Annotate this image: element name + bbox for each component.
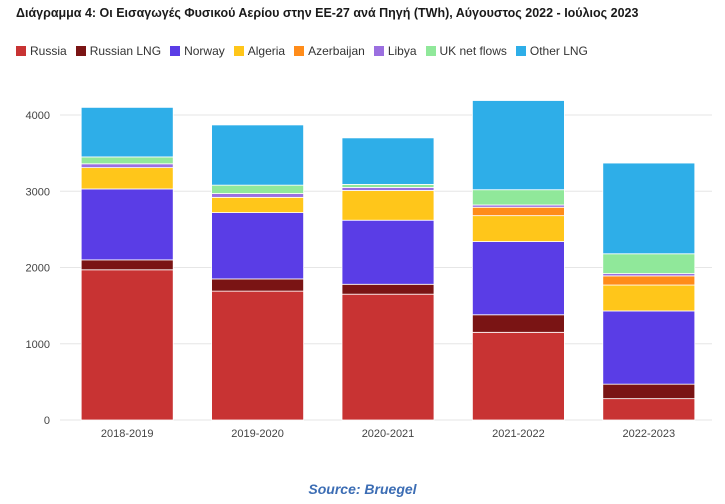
legend-item: Other LNG bbox=[515, 44, 588, 58]
legend-item: Norway bbox=[170, 44, 225, 58]
bar-segment bbox=[471, 331, 565, 421]
legend-label: Other LNG bbox=[529, 44, 588, 58]
bar-segment bbox=[602, 383, 696, 400]
legend-label: Azerbaijan bbox=[308, 44, 365, 58]
chart-legend: Russia Russian LNG Norway Algeria Azerbaijan… bbox=[16, 44, 716, 58]
bar-segment bbox=[471, 314, 565, 333]
y-tick-label: 4000 bbox=[26, 110, 50, 122]
bar-segment bbox=[602, 284, 696, 312]
bar-segment bbox=[80, 167, 174, 190]
bar-segment bbox=[341, 283, 435, 295]
x-tick-label: 2018-2019 bbox=[101, 428, 154, 440]
bar-segment bbox=[341, 187, 435, 191]
stacked-bar-chart: 0 1000 2000 3000 4000 2018-2019 2019-2020 2020-… bbox=[26, 100, 712, 440]
legend-swatch bbox=[233, 46, 244, 56]
bar-segment bbox=[80, 106, 174, 158]
legend-label: Libya bbox=[387, 44, 417, 58]
legend-label: Algeria bbox=[247, 44, 286, 58]
bar-segment bbox=[341, 219, 435, 285]
y-tick-label: 1000 bbox=[26, 339, 50, 351]
legend-item: UK net flows bbox=[425, 44, 507, 58]
legend-item: Russia bbox=[16, 44, 67, 58]
legend-item: Russian LNG bbox=[75, 44, 162, 58]
legend-swatch bbox=[515, 46, 526, 56]
bar-segment bbox=[341, 293, 435, 421]
bar-segment bbox=[471, 189, 565, 206]
bar-segment bbox=[80, 156, 174, 165]
bar-segment bbox=[602, 253, 696, 274]
legend-item: Azerbaijan bbox=[294, 44, 365, 58]
legend-swatch bbox=[373, 46, 384, 56]
bar-segment bbox=[80, 163, 174, 169]
x-tick-label: 2021-2022 bbox=[492, 428, 545, 440]
legend-swatch bbox=[294, 46, 305, 56]
bar-segment bbox=[341, 190, 435, 221]
bar-segment bbox=[211, 184, 305, 194]
bar-segment bbox=[471, 206, 565, 217]
legend-label: UK net flows bbox=[439, 44, 507, 58]
bar-segment bbox=[471, 215, 565, 242]
bar-segment bbox=[211, 212, 305, 280]
y-tick-label: 3000 bbox=[26, 186, 50, 198]
legend-swatch bbox=[425, 46, 436, 56]
bar-segment bbox=[602, 162, 696, 255]
chart-title: Διάγραμμα 4: Οι Εισαγωγές Φυσικού Αερίου… bbox=[16, 6, 639, 20]
y-tick-label: 2000 bbox=[26, 263, 50, 275]
bar-segment bbox=[602, 398, 696, 421]
x-tick-label: 2022-2023 bbox=[622, 428, 675, 440]
legend-item: Libya bbox=[373, 44, 417, 58]
bar-segment bbox=[80, 188, 174, 261]
x-tick-label: 2019-2020 bbox=[231, 428, 284, 440]
legend-item: Algeria bbox=[233, 44, 286, 58]
source-note: Source: Bruegel bbox=[308, 481, 417, 497]
x-tick-label: 2020-2021 bbox=[362, 428, 415, 440]
bar-segment bbox=[211, 124, 305, 186]
legend-label: Norway bbox=[184, 44, 225, 58]
bar-segment bbox=[341, 137, 435, 185]
bar-segment bbox=[471, 100, 565, 191]
legend-swatch bbox=[75, 46, 86, 56]
bar-segment bbox=[471, 241, 565, 316]
bar-segment bbox=[211, 193, 305, 198]
bar-segment bbox=[602, 275, 696, 286]
legend-swatch bbox=[16, 46, 26, 56]
bar-segment bbox=[602, 310, 696, 385]
bar-segment bbox=[211, 290, 305, 421]
bar-segment bbox=[80, 259, 174, 271]
legend-swatch bbox=[170, 46, 181, 56]
legend-label: Russian LNG bbox=[89, 44, 162, 58]
bar-segment bbox=[341, 183, 435, 188]
bar-segment bbox=[211, 278, 305, 292]
legend-label: Russia bbox=[30, 44, 67, 58]
bar-segment bbox=[80, 269, 174, 421]
bar-segment bbox=[211, 196, 305, 214]
y-tick-label: 0 bbox=[44, 415, 50, 427]
